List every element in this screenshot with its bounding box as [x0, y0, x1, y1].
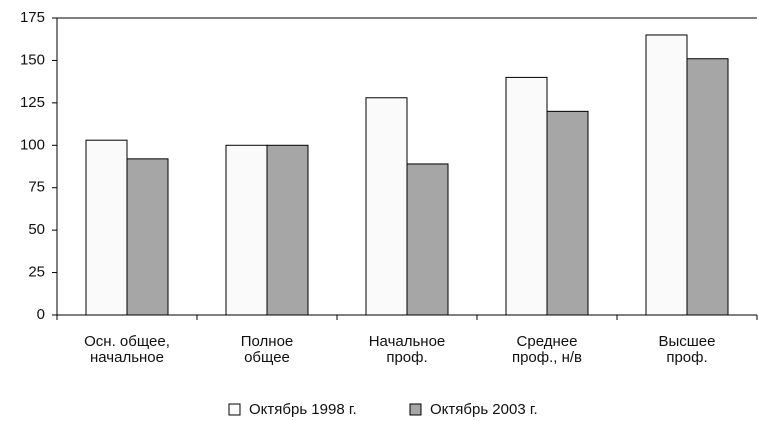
x-tick-label: начальное: [90, 349, 164, 366]
x-tick-label: Осн. общее,: [84, 333, 170, 350]
legend-label: Октябрь 1998 г.: [249, 401, 357, 418]
bar: [546, 110, 589, 316]
y-tick-label: 0: [37, 306, 45, 323]
x-tick-label: проф.: [666, 349, 707, 366]
y-tick-label: 25: [28, 264, 45, 281]
x-tick-label: проф., н/в: [512, 349, 582, 366]
y-tick-label: 75: [28, 179, 45, 196]
legend-label: Октябрь 2003 г.: [430, 401, 538, 418]
y-tick-label: 100: [20, 136, 45, 153]
bar: [645, 34, 688, 316]
bar: [365, 97, 408, 316]
y-tick-label: 175: [20, 9, 45, 26]
y-tick-label: 50: [28, 221, 45, 238]
bar: [85, 139, 128, 316]
bar: [266, 144, 309, 316]
y-tick-label: 150: [20, 51, 45, 68]
bar: [126, 158, 169, 316]
bar: [406, 163, 449, 316]
x-tick-label: Начальное: [369, 333, 446, 350]
x-tick-label: общее: [244, 349, 290, 366]
bar: [225, 144, 268, 316]
legend-swatch: [228, 403, 241, 416]
y-tick-label: 125: [20, 94, 45, 111]
x-tick-label: Высшее: [658, 333, 715, 350]
legend-swatch: [409, 403, 422, 416]
x-tick-label: Полное: [241, 333, 294, 350]
bar: [686, 58, 729, 316]
bar: [505, 76, 548, 316]
x-tick-label: проф.: [386, 349, 427, 366]
x-tick-label: Среднее: [517, 333, 578, 350]
